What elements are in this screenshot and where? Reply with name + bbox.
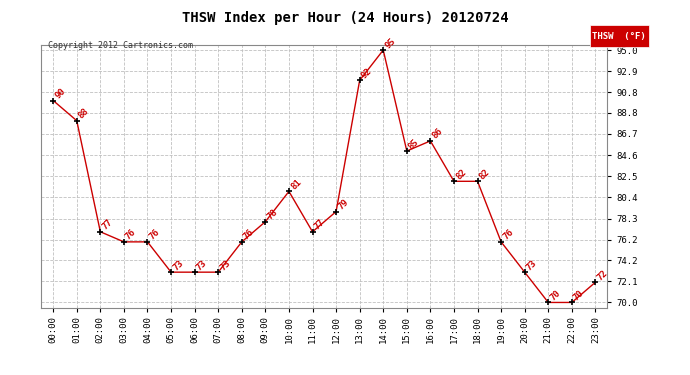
Text: 78: 78 xyxy=(266,208,279,222)
Text: 92: 92 xyxy=(359,66,373,80)
Text: 73: 73 xyxy=(524,258,539,272)
Text: 70: 70 xyxy=(549,288,562,303)
Text: 73: 73 xyxy=(218,258,232,272)
Text: 76: 76 xyxy=(501,228,515,242)
Text: 76: 76 xyxy=(148,228,161,242)
Text: 82: 82 xyxy=(477,167,491,181)
Text: THSW  (°F): THSW (°F) xyxy=(593,32,646,40)
Text: 77: 77 xyxy=(313,218,326,232)
Text: 76: 76 xyxy=(241,228,256,242)
Text: 90: 90 xyxy=(53,87,67,100)
Text: 70: 70 xyxy=(572,288,586,303)
Text: 86: 86 xyxy=(431,127,444,141)
Text: 76: 76 xyxy=(124,228,138,242)
Text: THSW Index per Hour (24 Hours) 20120724: THSW Index per Hour (24 Hours) 20120724 xyxy=(181,11,509,25)
Text: 95: 95 xyxy=(383,36,397,50)
Text: 73: 73 xyxy=(195,258,208,272)
Text: 73: 73 xyxy=(171,258,185,272)
Text: Copyright 2012 Cartronics.com: Copyright 2012 Cartronics.com xyxy=(48,41,193,50)
Text: 79: 79 xyxy=(336,198,350,211)
Text: 82: 82 xyxy=(454,167,468,181)
Text: 85: 85 xyxy=(407,137,421,151)
Text: 81: 81 xyxy=(289,177,303,191)
Text: 88: 88 xyxy=(77,107,90,121)
Text: 72: 72 xyxy=(595,268,609,282)
Text: 77: 77 xyxy=(100,218,115,232)
